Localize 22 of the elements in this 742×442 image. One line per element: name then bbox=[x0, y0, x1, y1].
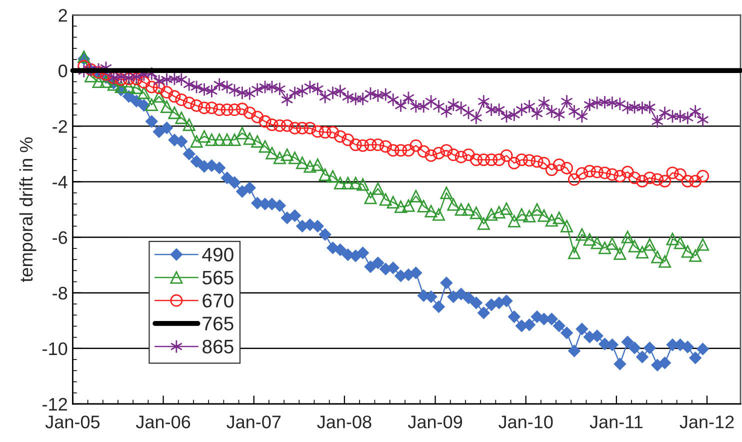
y-axis-title: temporal drift in % bbox=[19, 137, 36, 282]
legend-label: 865 bbox=[202, 340, 234, 354]
x-tick-label: Jan-06 bbox=[136, 416, 190, 428]
x-tick-label: Jan-09 bbox=[408, 416, 462, 428]
y-tick-label: 0 bbox=[58, 64, 68, 78]
x-tick-label: Jan-10 bbox=[498, 416, 553, 428]
legend-label: 490 bbox=[202, 248, 234, 262]
y-tick-label: -6 bbox=[52, 231, 68, 244]
legend-label: 670 bbox=[202, 294, 234, 308]
x-tick-label: Jan-11 bbox=[590, 416, 642, 428]
y-tick-label: -4 bbox=[52, 176, 68, 188]
y-tick-label: -2 bbox=[52, 120, 67, 133]
y-tick-label: -12 bbox=[42, 398, 67, 411]
legend-label: 565 bbox=[202, 270, 234, 285]
x-tick-label: Jan-08 bbox=[317, 416, 372, 428]
x-tick-label: Jan-07 bbox=[226, 416, 281, 428]
legend-label: 765 bbox=[202, 316, 234, 330]
x-tick-label: Jan-12 bbox=[680, 416, 734, 428]
x-tick-label: Jan-05 bbox=[45, 416, 100, 428]
y-tick-label: -8 bbox=[52, 286, 68, 300]
y-tick-label: 2 bbox=[58, 8, 67, 22]
y-tick-label: -10 bbox=[42, 342, 68, 356]
